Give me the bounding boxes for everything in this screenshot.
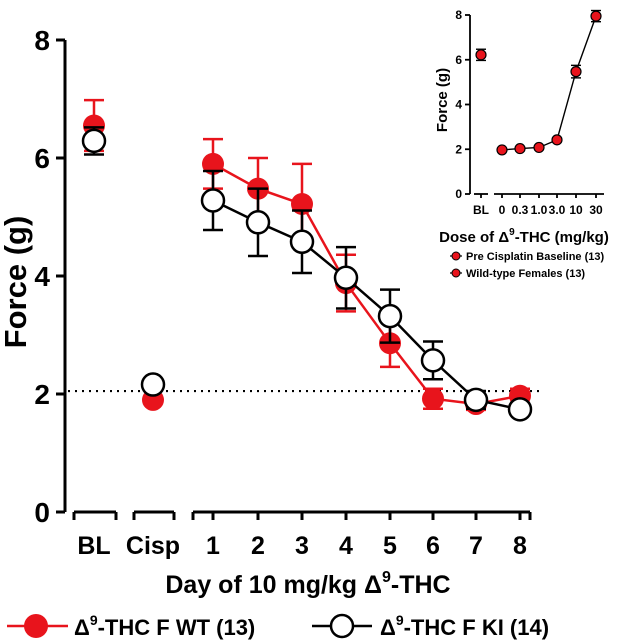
data-point xyxy=(377,303,403,329)
data-point xyxy=(245,210,271,235)
data-point xyxy=(463,387,489,413)
inset-data-point xyxy=(570,66,582,78)
inset-data-point xyxy=(475,49,487,61)
inset-y-tick-label: 6 xyxy=(455,53,462,67)
legend-ki-label: Δ9-THC F KI (14) xyxy=(380,612,549,640)
main-legend: Δ9-THC F WT (13) Δ9-THC F KI (14) xyxy=(7,612,549,640)
legend-wt-marker xyxy=(24,614,48,638)
data-point xyxy=(333,265,359,291)
inset-y-tick-label: 2 xyxy=(455,142,462,156)
main-y-tick-label: 2 xyxy=(34,379,50,410)
inset-data-point xyxy=(533,141,545,154)
inset-legend-wildtype-label: Wild-type Females (13) xyxy=(466,268,585,280)
inset-y-tick-label: 0 xyxy=(455,187,462,201)
inset-y-tick-label: 8 xyxy=(455,8,462,22)
inset-y-tick-label: 4 xyxy=(455,98,462,112)
inset-x-tick-label: 0 xyxy=(499,203,506,217)
data-point xyxy=(422,387,444,410)
inset-x-tick-label: 30 xyxy=(589,203,603,217)
main-x-tick-label: 8 xyxy=(513,532,527,560)
inset-series-1 xyxy=(496,9,602,156)
inset-x-tick-label: BL xyxy=(473,203,489,217)
main-y-tick-label: 6 xyxy=(34,143,50,174)
main-x-axis-label: Day of 10 mg/kg Δ9-THC xyxy=(165,569,450,599)
inset-axes xyxy=(465,14,604,198)
inset-x-tick-label: 1.0 xyxy=(531,203,548,217)
legend-wt-label: Δ9-THC F WT (13) xyxy=(74,612,255,640)
data-point xyxy=(289,229,315,255)
inset-chart: 0 2 4 6 8 BL 0 0.3 1.0 3.0 10 30 Force (g) Dose of … xyxy=(434,8,609,280)
data-point xyxy=(140,372,166,397)
main-y-axis-label: Force (g) xyxy=(0,216,33,349)
inset-legend-item-baseline: Pre Cisplatin Baseline (13) xyxy=(450,251,604,263)
main-x-tick-label: 5 xyxy=(383,532,397,560)
inset-series-line xyxy=(501,15,597,151)
inset-series xyxy=(475,9,602,156)
inset-data-point xyxy=(514,142,526,155)
main-x-tick-label: BL xyxy=(77,532,110,560)
main-x-tick-label: Cisp xyxy=(126,532,180,560)
inset-legend: Pre Cisplatin Baseline (13) Wild-type Fe… xyxy=(450,251,604,280)
data-point xyxy=(202,152,224,175)
main-x-tick-label: 4 xyxy=(339,532,353,560)
inset-legend-wildtype-marker xyxy=(451,268,461,278)
main-tick-labels: 0 2 4 6 8 BL Cisp 1 2 3 4 5 6 7 8 xyxy=(34,25,527,560)
main-chart: 0 2 4 6 8 BL Cisp 1 2 3 4 5 6 7 8 Force (g) Day of 10 … xyxy=(0,25,540,599)
main-y-tick-label: 8 xyxy=(34,25,50,56)
main-y-tick-label: 4 xyxy=(34,261,50,292)
data-point xyxy=(420,348,446,373)
legend-item-wt: Δ9-THC F WT (13) xyxy=(7,612,255,640)
data-point xyxy=(507,397,533,422)
inset-tick-labels: 0 2 4 6 8 BL 0 0.3 1.0 3.0 10 30 xyxy=(455,8,603,217)
inset-legend-item-wildtype: Wild-type Females (13) xyxy=(450,268,585,280)
inset-legend-baseline-marker xyxy=(451,251,461,261)
legend-item-ki: Δ9-THC F KI (14) xyxy=(312,612,549,640)
main-x-tick-label: 1 xyxy=(206,532,220,560)
inset-x-tick-label: 3.0 xyxy=(549,203,566,217)
main-x-tick-label: 2 xyxy=(251,532,265,560)
main-x-tick-label: 3 xyxy=(295,532,309,560)
inset-legend-baseline-label: Pre Cisplatin Baseline (13) xyxy=(466,251,604,263)
data-point xyxy=(81,128,107,154)
inset-y-axis-label: Force (g) xyxy=(434,68,451,132)
main-x-tick-label: 7 xyxy=(469,532,483,560)
data-point xyxy=(200,188,226,213)
inset-series-0 xyxy=(475,48,487,62)
inset-data-point xyxy=(590,10,602,22)
legend-ki-marker xyxy=(329,613,355,639)
inset-data-point xyxy=(496,144,508,156)
series-ki xyxy=(81,126,533,422)
inset-x-axis-label: Dose of Δ9-THC (mg/kg) xyxy=(439,227,609,246)
main-y-tick-label: 0 xyxy=(34,497,50,528)
inset-x-tick-label: 0.3 xyxy=(512,203,529,217)
main-axes xyxy=(56,38,532,520)
inset-x-tick-label: 10 xyxy=(569,203,583,217)
main-x-tick-label: 6 xyxy=(426,532,440,560)
main-series xyxy=(81,98,533,422)
series-wt xyxy=(83,98,531,416)
inset-data-point xyxy=(551,134,563,146)
